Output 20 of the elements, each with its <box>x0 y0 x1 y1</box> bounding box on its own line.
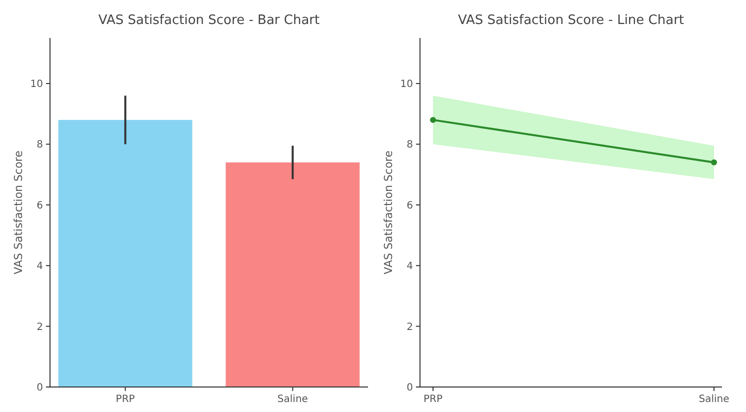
x-tick-label: Saline <box>698 394 730 405</box>
y-tick-label: 0 <box>406 382 413 394</box>
y-tick-label: 6 <box>36 200 43 212</box>
y-tick-label: 2 <box>36 322 43 333</box>
y-tick-label: 4 <box>36 261 43 272</box>
y-tick-label: 2 <box>406 322 413 333</box>
y-tick-label: 6 <box>406 200 413 212</box>
chart-title: VAS Satisfaction Score - Bar Chart <box>98 13 320 28</box>
y-axis-title: VAS Satisfaction Score <box>12 150 25 274</box>
y-axis-title: VAS Satisfaction Score <box>382 150 395 274</box>
x-tick-label: Saline <box>277 394 308 405</box>
y-tick-label: 8 <box>36 140 43 151</box>
chart-title: VAS Satisfaction Score - Line Chart <box>458 13 684 28</box>
x-tick-label: PRP <box>423 394 443 405</box>
y-tick-label: 10 <box>30 79 43 90</box>
y-tick-label: 0 <box>36 382 43 394</box>
y-tick-label: 8 <box>406 140 413 151</box>
y-tick-label: 4 <box>406 261 413 272</box>
y-tick-label: 10 <box>400 79 413 90</box>
x-tick-label: PRP <box>116 394 135 405</box>
